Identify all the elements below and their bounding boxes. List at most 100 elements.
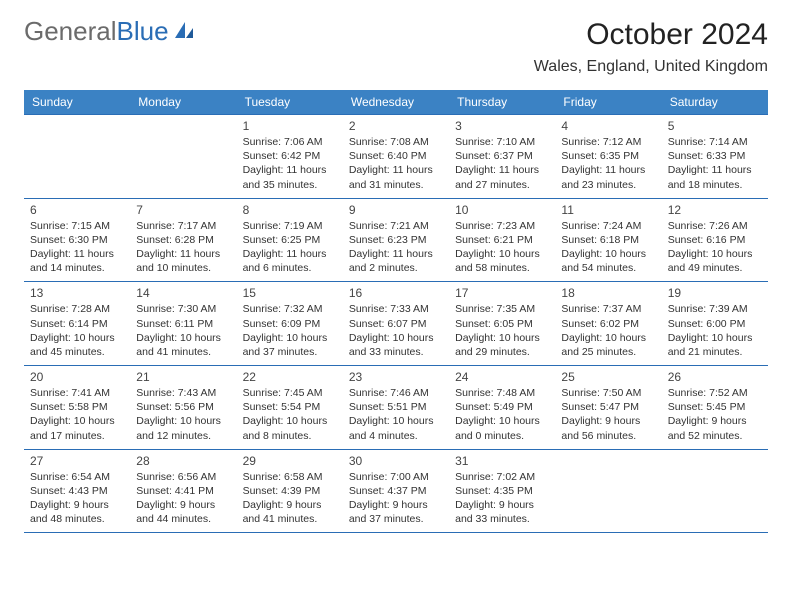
day-cell: 7Sunrise: 7:17 AMSunset: 6:28 PMDaylight…	[130, 199, 236, 282]
day-cell: 9Sunrise: 7:21 AMSunset: 6:23 PMDaylight…	[343, 199, 449, 282]
day-number: 5	[668, 119, 762, 133]
empty-cell	[662, 450, 768, 533]
day-number: 3	[455, 119, 549, 133]
dow-saturday: Saturday	[662, 90, 768, 114]
daylight-line: Daylight: 10 hours and 12 minutes.	[136, 414, 230, 442]
daylight-line: Daylight: 10 hours and 45 minutes.	[30, 331, 124, 359]
sunrise-line: Sunrise: 7:14 AM	[668, 135, 762, 149]
sunset-line: Sunset: 6:05 PM	[455, 317, 549, 331]
daylight-line: Daylight: 10 hours and 41 minutes.	[136, 331, 230, 359]
empty-cell	[24, 115, 130, 198]
day-cell: 25Sunrise: 7:50 AMSunset: 5:47 PMDayligh…	[555, 366, 661, 449]
daylight-line: Daylight: 11 hours and 6 minutes.	[243, 247, 337, 275]
daylight-line: Daylight: 11 hours and 23 minutes.	[561, 163, 655, 191]
daylight-line: Daylight: 9 hours and 48 minutes.	[30, 498, 124, 526]
day-number: 14	[136, 286, 230, 300]
day-cell: 21Sunrise: 7:43 AMSunset: 5:56 PMDayligh…	[130, 366, 236, 449]
sunset-line: Sunset: 6:00 PM	[668, 317, 762, 331]
sunrise-line: Sunrise: 7:48 AM	[455, 386, 549, 400]
sunrise-line: Sunrise: 7:46 AM	[349, 386, 443, 400]
sunrise-line: Sunrise: 7:08 AM	[349, 135, 443, 149]
day-number: 18	[561, 286, 655, 300]
daylight-line: Daylight: 11 hours and 2 minutes.	[349, 247, 443, 275]
sunrise-line: Sunrise: 7:24 AM	[561, 219, 655, 233]
daylight-line: Daylight: 10 hours and 8 minutes.	[243, 414, 337, 442]
week-row: 27Sunrise: 6:54 AMSunset: 4:43 PMDayligh…	[24, 450, 768, 534]
sunrise-line: Sunrise: 7:19 AM	[243, 219, 337, 233]
brand-logo: GeneralBlue	[24, 18, 195, 47]
day-cell: 22Sunrise: 7:45 AMSunset: 5:54 PMDayligh…	[237, 366, 343, 449]
sunrise-line: Sunrise: 7:06 AM	[243, 135, 337, 149]
sunrise-line: Sunrise: 6:56 AM	[136, 470, 230, 484]
day-cell: 2Sunrise: 7:08 AMSunset: 6:40 PMDaylight…	[343, 115, 449, 198]
sunset-line: Sunset: 6:30 PM	[30, 233, 124, 247]
day-cell: 5Sunrise: 7:14 AMSunset: 6:33 PMDaylight…	[662, 115, 768, 198]
brand-part1: General	[24, 16, 117, 46]
day-number: 17	[455, 286, 549, 300]
brand-part2: Blue	[117, 16, 169, 46]
day-cell: 27Sunrise: 6:54 AMSunset: 4:43 PMDayligh…	[24, 450, 130, 533]
sunrise-line: Sunrise: 7:12 AM	[561, 135, 655, 149]
sunrise-line: Sunrise: 7:30 AM	[136, 302, 230, 316]
dow-wednesday: Wednesday	[343, 90, 449, 114]
sunrise-line: Sunrise: 7:02 AM	[455, 470, 549, 484]
calendar: SundayMondayTuesdayWednesdayThursdayFrid…	[24, 90, 768, 533]
sunset-line: Sunset: 6:40 PM	[349, 149, 443, 163]
daylight-line: Daylight: 11 hours and 27 minutes.	[455, 163, 549, 191]
day-number: 22	[243, 370, 337, 384]
day-number: 6	[30, 203, 124, 217]
day-cell: 14 Sunrise: 7:30 AMSunset: 6:11 PMDayligh…	[130, 282, 236, 365]
sunset-line: Sunset: 5:56 PM	[136, 400, 230, 414]
day-number: 30	[349, 454, 443, 468]
sunrise-line: Sunrise: 7:35 AM	[455, 302, 549, 316]
day-cell: 17Sunrise: 7:35 AMSunset: 6:05 PMDayligh…	[449, 282, 555, 365]
sunset-line: Sunset: 6:25 PM	[243, 233, 337, 247]
day-number: 8	[243, 203, 337, 217]
dow-friday: Friday	[555, 90, 661, 114]
sunset-line: Sunset: 6:11 PM	[136, 317, 230, 331]
day-number: 10	[455, 203, 549, 217]
empty-cell	[555, 450, 661, 533]
sunrise-line: Sunrise: 7:28 AM	[30, 302, 124, 316]
sunset-line: Sunset: 6:35 PM	[561, 149, 655, 163]
day-number: 9	[349, 203, 443, 217]
day-number: 15	[243, 286, 337, 300]
week-row: 13Sunrise: 7:28 AMSunset: 6:14 PMDayligh…	[24, 282, 768, 366]
sunset-line: Sunset: 6:33 PM	[668, 149, 762, 163]
daylight-line: Daylight: 9 hours and 52 minutes.	[668, 414, 762, 442]
daylight-line: Daylight: 11 hours and 10 minutes.	[136, 247, 230, 275]
sunrise-line: Sunrise: 7:41 AM	[30, 386, 124, 400]
sunrise-line: Sunrise: 7:23 AM	[455, 219, 549, 233]
day-number: 23	[349, 370, 443, 384]
sunset-line: Sunset: 6:23 PM	[349, 233, 443, 247]
day-number: 11	[561, 203, 655, 217]
sunrise-line: Sunrise: 6:58 AM	[243, 470, 337, 484]
sunset-line: Sunset: 5:47 PM	[561, 400, 655, 414]
sunset-line: Sunset: 6:18 PM	[561, 233, 655, 247]
day-number: 28	[136, 454, 230, 468]
daylight-line: Daylight: 10 hours and 49 minutes.	[668, 247, 762, 275]
daylight-line: Daylight: 10 hours and 37 minutes.	[243, 331, 337, 359]
day-number: 24	[455, 370, 549, 384]
daylight-line: Daylight: 10 hours and 21 minutes.	[668, 331, 762, 359]
daylight-line: Daylight: 11 hours and 35 minutes.	[243, 163, 337, 191]
sunrise-line: Sunrise: 7:26 AM	[668, 219, 762, 233]
daylight-line: Daylight: 10 hours and 54 minutes.	[561, 247, 655, 275]
sail-icon	[173, 20, 195, 47]
daylight-line: Daylight: 9 hours and 33 minutes.	[455, 498, 549, 526]
daylight-line: Daylight: 10 hours and 0 minutes.	[455, 414, 549, 442]
day-of-week-row: SundayMondayTuesdayWednesdayThursdayFrid…	[24, 90, 768, 114]
day-cell: 6Sunrise: 7:15 AMSunset: 6:30 PMDaylight…	[24, 199, 130, 282]
sunrise-line: Sunrise: 7:50 AM	[561, 386, 655, 400]
day-cell: 24Sunrise: 7:48 AMSunset: 5:49 PMDayligh…	[449, 366, 555, 449]
sunrise-line: Sunrise: 7:32 AM	[243, 302, 337, 316]
daylight-line: Daylight: 11 hours and 31 minutes.	[349, 163, 443, 191]
daylight-line: Daylight: 10 hours and 4 minutes.	[349, 414, 443, 442]
sunrise-line: Sunrise: 7:17 AM	[136, 219, 230, 233]
day-cell: 10Sunrise: 7:23 AMSunset: 6:21 PMDayligh…	[449, 199, 555, 282]
sunrise-line: Sunrise: 7:15 AM	[30, 219, 124, 233]
daylight-line: Daylight: 9 hours and 56 minutes.	[561, 414, 655, 442]
day-cell: 19Sunrise: 7:39 AMSunset: 6:00 PMDayligh…	[662, 282, 768, 365]
sunset-line: Sunset: 6:42 PM	[243, 149, 337, 163]
sunrise-line: Sunrise: 7:33 AM	[349, 302, 443, 316]
